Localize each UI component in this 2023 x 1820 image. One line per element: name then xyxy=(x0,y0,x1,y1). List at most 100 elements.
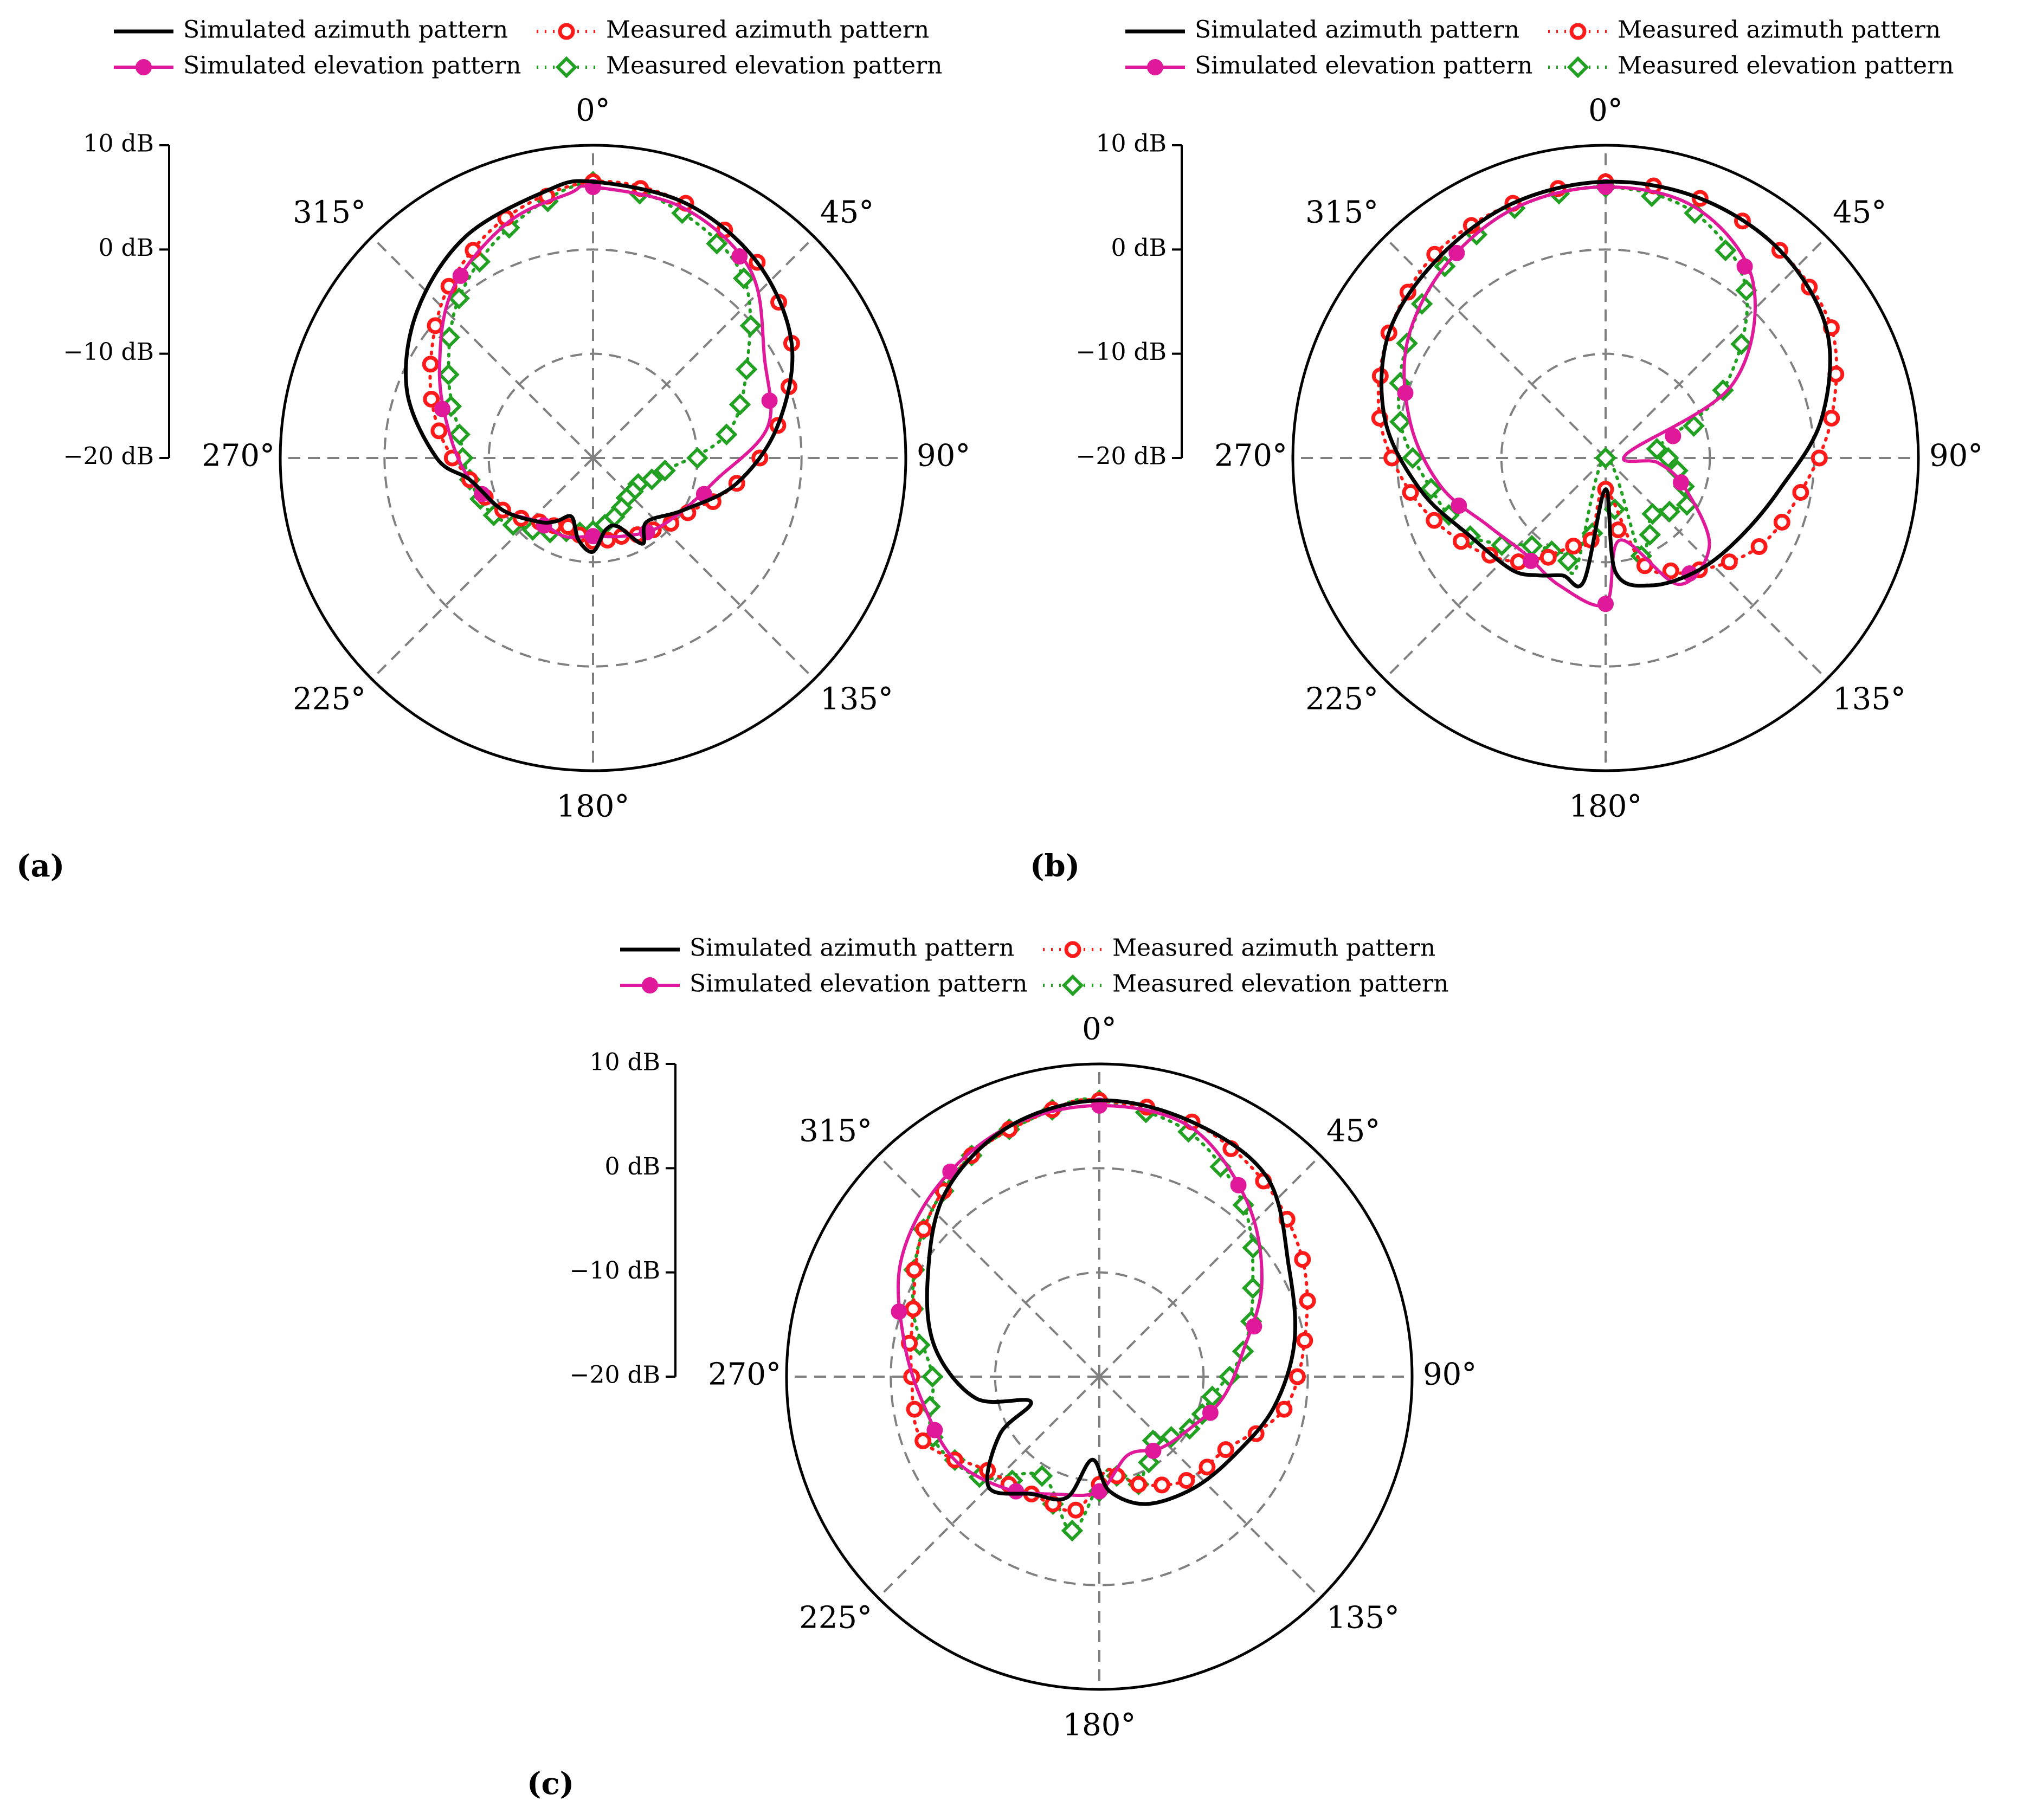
grid-spoke xyxy=(371,236,594,459)
data-point-sim_el xyxy=(1397,384,1414,401)
legend-marker-meas_el xyxy=(1567,56,1589,79)
legend-marker-meas_az xyxy=(558,23,575,40)
angle-tick-label: 135° xyxy=(820,682,893,717)
series-line-sim_az xyxy=(1380,179,1832,589)
center-mark-stroke xyxy=(584,449,602,467)
legend-marker-sim_el xyxy=(1147,59,1163,75)
data-point-sim_el xyxy=(1008,1483,1025,1500)
angle-tick-label: 0° xyxy=(576,93,610,128)
legend: Simulated azimuth pattern Simulated eleva… xyxy=(114,16,942,80)
data-point-meas_el xyxy=(739,314,762,337)
data-point-meas_el xyxy=(1658,500,1681,523)
data-point-meas_el xyxy=(1594,447,1617,469)
angle-tick-label: 180° xyxy=(557,789,630,824)
polar-chart-a: Simulated azimuth pattern Simulated eleva… xyxy=(63,16,971,824)
outer-ring xyxy=(279,144,907,772)
legend: Simulated azimuth pattern Simulated eleva… xyxy=(620,934,1448,998)
data-point-sim_el xyxy=(1451,497,1467,514)
grid-circle xyxy=(890,1167,1309,1586)
data-point-meas_el xyxy=(654,460,676,482)
angle-tick-label: 180° xyxy=(1063,1708,1136,1743)
angle-tick-label: 0° xyxy=(1082,1012,1117,1047)
center-mark xyxy=(1088,1366,1110,1387)
data-point-meas_az xyxy=(1426,512,1443,529)
data-point-meas_az xyxy=(1823,410,1840,427)
data-point-sim_el xyxy=(1448,244,1465,261)
data-point-sim_el xyxy=(1202,1404,1219,1421)
series-line-sim_az xyxy=(925,1098,1297,1506)
data-point-sim_el xyxy=(1246,1318,1262,1335)
data-point-meas_az xyxy=(914,1432,932,1449)
data-point-sim_el xyxy=(891,1303,907,1320)
data-point-meas_az xyxy=(1296,1332,1313,1349)
angle-tick-label: 225° xyxy=(293,682,366,717)
data-point-sim_el xyxy=(1523,552,1539,569)
grid-spoke xyxy=(1098,1376,1322,1599)
angle-tick-label: 270° xyxy=(202,438,275,474)
data-point-meas_el xyxy=(1557,550,1580,572)
data-point-meas_el xyxy=(1683,415,1705,437)
data-point-meas_el xyxy=(438,326,461,348)
data-point-meas_el xyxy=(1639,524,1661,546)
data-point-meas_el xyxy=(1401,447,1424,469)
angle-tick-label: 135° xyxy=(1326,1600,1400,1636)
data-point-meas_el xyxy=(448,287,470,309)
polar-chart-c: Simulated azimuth pattern Simulated eleva… xyxy=(570,934,1477,1743)
legend-label-meas-el: Measured elevation pattern xyxy=(606,52,942,80)
angle-tick-label: 45° xyxy=(820,195,874,230)
radial-axis-label: 10 dB xyxy=(83,130,154,158)
legend-marker-meas_el xyxy=(1061,974,1084,997)
data-point-meas_az xyxy=(430,422,448,440)
legend-marker-meas_az xyxy=(1064,941,1081,958)
data-point-meas_el xyxy=(1061,1519,1084,1542)
radial-axis-label: −20 dB xyxy=(63,443,154,470)
grid-spoke xyxy=(592,236,815,459)
radial-axis-label: −20 dB xyxy=(1076,443,1167,470)
data-point-meas_az xyxy=(915,1221,932,1238)
data-point-meas_az xyxy=(1288,1368,1306,1385)
angle-tick-label: 225° xyxy=(799,1600,872,1636)
legend-label-meas-az: Measured azimuth pattern xyxy=(606,16,929,44)
data-point-meas_az xyxy=(906,1401,923,1418)
angle-tick-label: 270° xyxy=(708,1357,781,1392)
data-point-meas_az xyxy=(427,317,444,334)
angle-tick-label: 315° xyxy=(293,195,366,230)
grid-spoke xyxy=(1098,1154,1322,1378)
grid-spoke xyxy=(592,457,815,680)
data-point-meas_az xyxy=(1721,553,1738,571)
angle-tick-label: 180° xyxy=(1569,789,1642,824)
data-point-sim_el xyxy=(1736,258,1753,275)
data-point-sim_el xyxy=(1145,1442,1162,1459)
polar-chart-b: Simulated azimuth pattern Simulated eleva… xyxy=(1076,16,1983,824)
data-point-sim_el xyxy=(1673,474,1690,491)
data-point-sim_el xyxy=(1091,1483,1107,1500)
data-point-meas_az xyxy=(1792,483,1809,501)
data-point-meas_az xyxy=(422,356,439,373)
data-point-meas_az xyxy=(1750,538,1768,555)
series-sim_el xyxy=(891,1097,1264,1500)
series-sim_az xyxy=(404,179,795,554)
data-point-meas_az xyxy=(905,1300,922,1318)
data-point-meas_az xyxy=(1609,521,1627,539)
data-point-meas_el xyxy=(922,1365,944,1388)
grid-spoke xyxy=(1605,457,1828,680)
angle-tick-label: 45° xyxy=(1833,195,1886,230)
data-point-sim_el xyxy=(1230,1177,1247,1193)
legend-label-sim-az: Simulated azimuth pattern xyxy=(183,16,508,44)
radial-axis-label: −20 dB xyxy=(570,1361,660,1389)
legend-label-sim-az: Simulated azimuth pattern xyxy=(690,934,1014,962)
data-point-meas_el xyxy=(1420,477,1442,500)
data-point-meas_el xyxy=(735,358,758,380)
data-point-meas_az xyxy=(906,1261,923,1279)
radial-axis-label: −10 dB xyxy=(63,338,154,366)
angle-tick-label: 90° xyxy=(1929,438,1983,474)
data-point-meas_el xyxy=(1030,1464,1053,1487)
data-point-meas_el xyxy=(1521,534,1543,557)
series-sim_az xyxy=(1380,179,1832,589)
data-point-meas_el xyxy=(706,233,728,255)
radial-axis-label: 0 dB xyxy=(99,234,154,262)
data-point-meas_el xyxy=(1641,502,1664,525)
legend-label-meas-el: Measured elevation pattern xyxy=(1112,970,1448,998)
data-point-sim_el xyxy=(1597,596,1614,612)
